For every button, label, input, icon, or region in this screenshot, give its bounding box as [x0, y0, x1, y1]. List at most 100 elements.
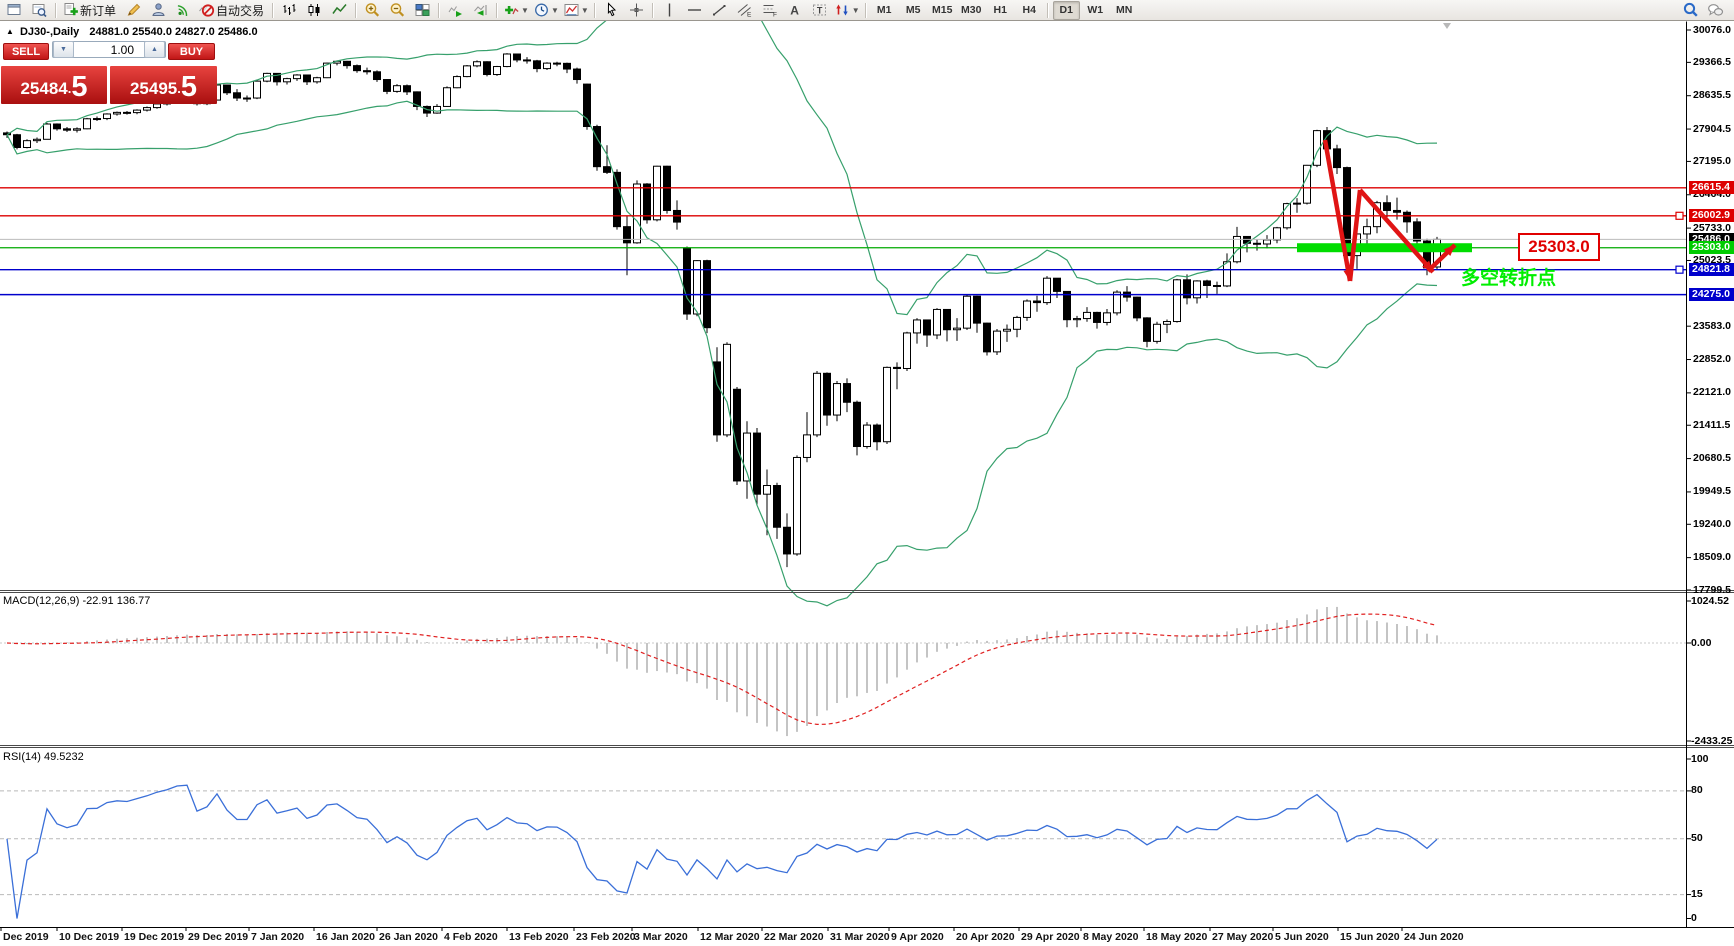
timeframe-w1-button[interactable]: W1 — [1087, 4, 1104, 16]
new-order-button[interactable]: 新订单 — [60, 0, 121, 21]
sell-price-panel[interactable]: 25484. 5 — [1, 66, 107, 104]
vline-icon — [668, 3, 670, 17]
cursor-button[interactable] — [599, 0, 624, 21]
line-chart-button[interactable] — [327, 0, 352, 21]
timeframe-m15-button[interactable]: M15 — [932, 4, 953, 16]
vertical-line-button[interactable] — [657, 0, 682, 21]
time-axis-label: 12 Mar 2020 — [700, 931, 760, 943]
trend-arrow[interactable] — [1347, 189, 1363, 282]
textA-icon: A — [790, 4, 799, 18]
fibonacci-button[interactable]: F — [757, 0, 782, 21]
timeframe-m5-button[interactable]: M5 — [905, 4, 921, 16]
metaeditor-button[interactable] — [121, 0, 146, 21]
signals-button[interactable] — [171, 0, 196, 21]
candle-chart-button[interactable] — [302, 0, 327, 21]
text-button[interactable]: A — [782, 0, 807, 21]
time-axis-label: 22 Mar 2020 — [764, 931, 824, 943]
price-line-label[interactable]: 25303.0 — [1689, 241, 1734, 255]
price-axis-tick: 28635.5 — [1693, 89, 1731, 102]
volume-increase-button[interactable]: ▲ — [144, 41, 165, 58]
auto-scroll-button[interactable] — [443, 0, 468, 21]
arrow-objects-button[interactable]: ▼ — [832, 0, 862, 21]
chart-shift-button[interactable] — [468, 0, 493, 21]
price-line-label[interactable]: 26615.4 — [1689, 181, 1734, 195]
time-axis-label: 13 Feb 2020 — [509, 931, 569, 943]
rsi-axis-tick: 0 — [1691, 912, 1697, 924]
main-toolbar: 新订单 自动交易 ▼ ▼ ▼ E F A T ▼ M1 M5 M15 M30 H1 H4 D1 W1 MN — [0, 0, 1734, 21]
zoom-out-button[interactable] — [385, 0, 410, 21]
bar-chart-button[interactable] — [277, 0, 302, 21]
new-chart-button[interactable] — [2, 0, 27, 21]
sell-price-main: 25484 — [20, 79, 68, 98]
fibo-icon: F — [763, 5, 777, 18]
community-button[interactable] — [146, 0, 171, 21]
trendline-button[interactable] — [707, 0, 732, 21]
horizontal-line-button[interactable] — [682, 0, 707, 21]
price-line-label[interactable]: 24275.0 — [1689, 288, 1734, 302]
time-axis-label: 23 Feb 2020 — [576, 931, 636, 943]
chart-ohlc-values: 24881.0 25540.0 24827.0 25486.0 — [89, 26, 258, 38]
volume-decrease-button[interactable]: ▼ — [53, 41, 74, 58]
price-axis-tick: 20680.5 — [1693, 452, 1731, 465]
time-axis-label: 29 Apr 2020 — [1021, 931, 1080, 943]
trend-arrow[interactable] — [1358, 188, 1435, 274]
textT-icon: T — [812, 4, 826, 16]
price-axis-tick: 25023.5 — [1693, 253, 1731, 266]
autotrading-button[interactable]: 自动交易 — [196, 0, 269, 21]
community-chat-button[interactable] — [1703, 0, 1728, 21]
profiles-button[interactable] — [27, 0, 52, 21]
tile-windows-button[interactable] — [410, 0, 435, 21]
search-icon — [1683, 2, 1698, 17]
buy-button[interactable]: BUY — [168, 43, 215, 60]
timeframe-m30-button[interactable]: M30 — [961, 4, 982, 16]
toolbar-separator — [55, 2, 57, 18]
time-axis-label: 8 May 2020 — [1083, 931, 1139, 943]
indicators-button[interactable]: ▼ — [501, 0, 531, 21]
crosshair-button[interactable] — [624, 0, 649, 21]
time-axis-label: 7 Jan 2020 — [251, 931, 305, 943]
price-line-label[interactable]: 26002.9 — [1689, 209, 1734, 223]
periods-button[interactable]: ▼ — [531, 0, 561, 21]
preview-icon — [32, 4, 47, 18]
trend-icon — [712, 5, 726, 16]
timeframe-mn-button[interactable]: MN — [1116, 4, 1133, 16]
trend-arrow[interactable] — [1322, 139, 1353, 282]
arrows-icon — [836, 4, 848, 16]
sell-button[interactable]: SELL — [3, 43, 49, 60]
price-tag-label[interactable]: 25303.0 — [1518, 233, 1600, 261]
timeframe-h1-button[interactable]: H1 — [993, 4, 1007, 16]
support-zone-bar[interactable] — [1297, 243, 1472, 253]
rsi-axis-tick: 15 — [1691, 888, 1703, 901]
timeframe-h4-button[interactable]: H4 — [1022, 4, 1036, 16]
volume-stepper[interactable]: ▼ 1.00 ▲ — [52, 41, 166, 58]
buy-price-dot: . — [177, 81, 181, 96]
buy-price-frac: 5 — [180, 71, 198, 103]
timeframe-m1-button[interactable]: M1 — [876, 4, 892, 16]
text-label-button[interactable]: T — [807, 0, 832, 21]
time-axis-label: 18 May 2020 — [1146, 931, 1208, 943]
macd-axis-tick: -2433.25 — [1691, 734, 1733, 747]
template-icon — [564, 4, 579, 16]
price-axis-tick: 19240.0 — [1693, 517, 1731, 530]
symbol-search-button[interactable] — [1678, 0, 1703, 21]
turning-point-note[interactable]: 多空转折点 — [1461, 268, 1557, 289]
buy-price-panel[interactable]: 25495. 5 — [110, 66, 217, 104]
volume-value[interactable]: 1.00 — [110, 42, 134, 57]
person-icon — [152, 3, 165, 16]
price-line-label[interactable]: 24821.8 — [1689, 263, 1734, 277]
equidistant-channel-button[interactable]: E — [732, 0, 757, 21]
channel-icon: E — [737, 4, 752, 19]
toolbar-separator — [496, 2, 499, 18]
svg-text:E: E — [747, 12, 752, 19]
price-axis-tick: 17799.5 — [1693, 583, 1731, 596]
timeframe-d1-button[interactable]: D1 — [1052, 0, 1080, 20]
svg-text:T: T — [817, 6, 823, 16]
zoom-in-button[interactable] — [360, 0, 385, 21]
price-axis-tick: 22121.0 — [1693, 386, 1731, 399]
chart-symbol-period: DJ30-,Daily — [19, 26, 80, 38]
rsi-axis-tick: 80 — [1691, 784, 1703, 797]
price-axis-tick: 22852.0 — [1693, 353, 1731, 366]
templates-button[interactable]: ▼ — [561, 0, 591, 21]
chart-title: ▲ DJ30-,Daily 24881.0 25540.0 24827.0 25… — [6, 26, 258, 38]
